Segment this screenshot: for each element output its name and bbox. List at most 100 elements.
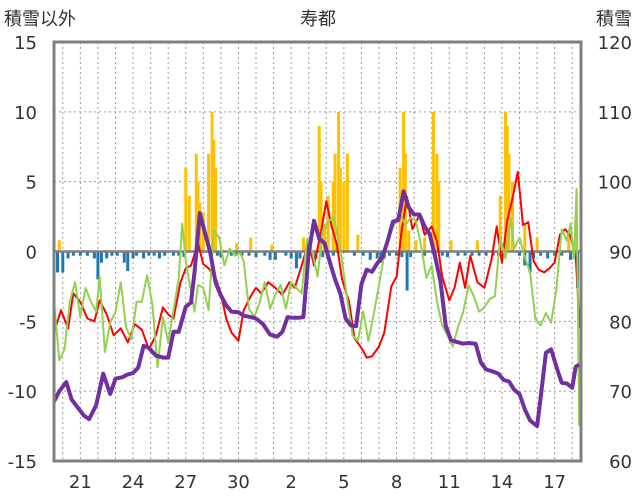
- blue-bar: [56, 251, 60, 273]
- precipitation-bar: [210, 111, 214, 252]
- precipitation-bar: [507, 153, 511, 252]
- blue-bar: [423, 251, 427, 256]
- blue-bar: [131, 251, 135, 259]
- precipitation-bar: [402, 111, 406, 252]
- snow-depth-line: [52, 189, 581, 429]
- blue-bar: [105, 251, 109, 259]
- precipitation-bar: [194, 153, 198, 252]
- chart-title: 寿都: [300, 9, 336, 30]
- precipitation-bar: [212, 139, 216, 252]
- right-tick-label: 90: [609, 243, 632, 264]
- right-tick-label: 120: [598, 33, 632, 54]
- precipitation-bar: [356, 234, 360, 252]
- blue-bar: [215, 251, 219, 256]
- precipitation-bar: [184, 167, 188, 252]
- right-tick-label: 110: [598, 103, 632, 124]
- blue-bar: [126, 251, 130, 272]
- left-tick-label: -5: [19, 312, 37, 333]
- blue-bar: [219, 251, 223, 258]
- blue-bar: [99, 251, 103, 263]
- precipitation-bar: [187, 195, 191, 252]
- precipitation-bar: [207, 153, 211, 252]
- precipitation-bar: [431, 111, 435, 252]
- x-tick-label: 11: [438, 472, 461, 493]
- right-tick-label: 70: [609, 382, 632, 403]
- precipitation-bar: [249, 237, 253, 252]
- precipitation-bar: [333, 153, 337, 252]
- precipitation-bar: [317, 125, 321, 252]
- blue-bar: [546, 251, 550, 259]
- left-tick-label: -15: [8, 452, 37, 473]
- right-axis-label: 積雪: [596, 9, 632, 30]
- blue-bar: [405, 251, 409, 291]
- left-tick-label: 0: [26, 243, 37, 264]
- blue-bar: [147, 251, 151, 256]
- blue-bar: [440, 251, 444, 256]
- blue-bar: [142, 251, 146, 259]
- blue-bar: [152, 251, 156, 256]
- blue-bar: [400, 251, 404, 258]
- blue-bar: [71, 251, 75, 256]
- right-tick-label: 60: [609, 452, 632, 473]
- blue-bar: [560, 251, 564, 256]
- precipitation-bar: [235, 243, 239, 252]
- blue-bar: [409, 251, 413, 258]
- blue-bar: [66, 251, 70, 259]
- line-series: [52, 170, 581, 429]
- blue-bar: [331, 251, 335, 256]
- blue-bar: [456, 251, 460, 256]
- blue-bar: [78, 251, 82, 256]
- blue-bar: [395, 251, 399, 256]
- blue-bar: [321, 251, 325, 258]
- blue-bar: [247, 251, 251, 256]
- green-series-line: [53, 187, 581, 427]
- blue-bar: [163, 251, 167, 256]
- blue-bar: [229, 251, 233, 256]
- blue-bar: [92, 251, 96, 259]
- blue-bar: [553, 251, 557, 256]
- precipitation-bar: [319, 181, 323, 252]
- x-tick-label: 2: [285, 472, 296, 493]
- blue-bar: [463, 251, 467, 256]
- blue-bar: [268, 251, 272, 260]
- precipitation-bar: [449, 240, 453, 252]
- x-tick-label: 30: [227, 472, 250, 493]
- left-tick-label: 5: [26, 173, 37, 194]
- axis-labels: 15 10 5 0 -5 -10 -15 120 110 100 90 80 70 60 21 24 27 30 2…: [8, 33, 632, 493]
- blue-bar: [61, 251, 65, 273]
- x-tick-label: 21: [69, 472, 92, 493]
- blue-bar: [568, 251, 572, 260]
- blue-bar: [85, 251, 89, 256]
- precipitation-bar: [437, 181, 441, 252]
- precipitation-bar: [342, 181, 346, 252]
- precipitation-bar: [270, 244, 274, 252]
- precipitation-bar: [338, 167, 342, 252]
- bar-series: [52, 111, 579, 291]
- blue-bar: [361, 251, 365, 256]
- blue-bar: [294, 251, 298, 269]
- blue-bar: [298, 251, 302, 259]
- blue-bar: [254, 251, 258, 258]
- x-tick-label: 17: [543, 472, 566, 493]
- precipitation-bar: [535, 237, 539, 252]
- left-tick-label: 15: [14, 33, 37, 54]
- blue-bar: [352, 251, 356, 256]
- x-tick-label: 14: [490, 472, 513, 493]
- blue-bar: [235, 251, 239, 256]
- blue-bar: [122, 251, 126, 263]
- x-tick-label: 24: [122, 472, 145, 493]
- blue-bar: [135, 251, 139, 256]
- precipitation-bar: [567, 231, 571, 252]
- blue-bar: [518, 251, 522, 256]
- right-tick-label: 100: [598, 173, 632, 194]
- precipitation-bar: [301, 237, 305, 252]
- blue-bar: [368, 251, 372, 260]
- precipitation-bar: [435, 153, 439, 252]
- blue-bar: [273, 251, 277, 260]
- blue-bar: [157, 251, 161, 259]
- left-tick-label: 10: [14, 103, 37, 124]
- precipitation-bar: [345, 153, 349, 252]
- blue-bar: [477, 251, 481, 256]
- right-tick-label: 80: [609, 312, 632, 333]
